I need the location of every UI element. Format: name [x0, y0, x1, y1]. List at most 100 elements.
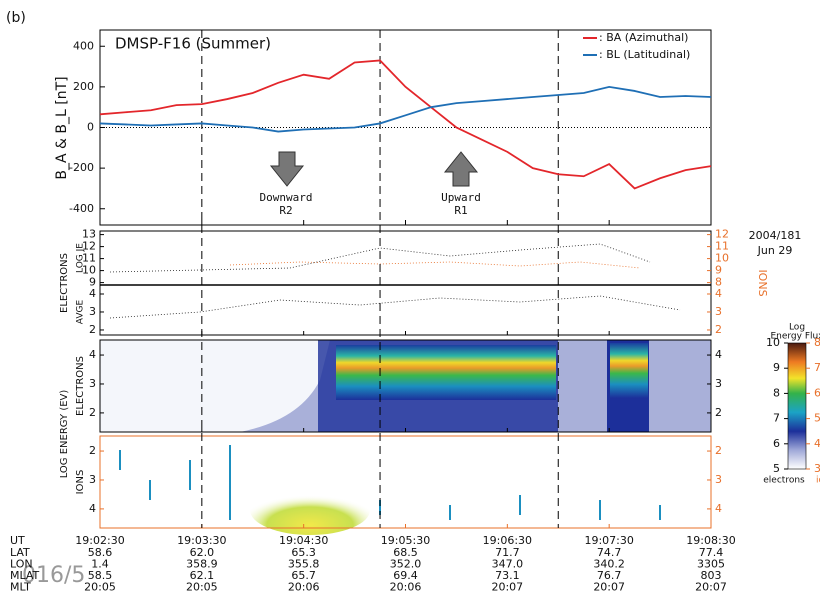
- y2-tick-label: 3: [715, 377, 722, 390]
- cell: 20:06: [288, 581, 320, 594]
- cell: 20:05: [84, 581, 116, 594]
- y-tick-label: -200: [69, 161, 94, 174]
- colorbar-tick-label: 5: [773, 462, 780, 475]
- legend-label: : BA (Azimuthal): [599, 31, 688, 44]
- row-label: LAT: [10, 546, 30, 559]
- y2-tick-label: 2: [715, 444, 722, 457]
- colorbar-title: Energy Flux: [770, 332, 820, 342]
- y2-tick-label: 12: [715, 228, 729, 241]
- spectrogram-bg: [100, 436, 711, 528]
- cell: 68.5: [393, 546, 418, 559]
- colorbar-label: electrons: [763, 476, 805, 486]
- y-axis-label: B_A & B_L [nT]: [54, 76, 70, 179]
- cell: 73.1: [495, 569, 520, 582]
- colorbar-tick-label: 7: [814, 361, 820, 374]
- y2-tick-label: 4: [715, 287, 722, 300]
- series-line: [99, 59, 712, 190]
- y-tick-label: 400: [73, 39, 94, 52]
- panel-title: ELECTRONS: [75, 356, 86, 416]
- colorbar-tick-label: 9: [773, 361, 780, 374]
- series-line: [99, 85, 712, 133]
- y-tick-label: 2: [89, 406, 96, 419]
- cell: 62.0: [190, 546, 215, 559]
- y-tick-label: 4: [89, 287, 96, 300]
- colorbar-tick-label: 7: [773, 412, 780, 425]
- panel-title: IONS: [75, 470, 86, 495]
- cell: 803: [701, 569, 722, 582]
- x-tick-label: 19:05:30: [381, 534, 430, 547]
- colorbar-tick-label: 3: [814, 462, 820, 475]
- cell: 65.7: [291, 569, 316, 582]
- chart-title: DMSP-F16 (Summer): [115, 35, 271, 53]
- cell: 20:07: [491, 581, 523, 594]
- annotation: R1: [454, 204, 467, 217]
- colorbar-tick-label: 8: [814, 336, 820, 349]
- row-label: LON: [10, 558, 33, 571]
- cell: 352.0: [390, 558, 422, 571]
- y-tick-label: 11: [82, 252, 96, 265]
- colorbar-tick-label: 4: [814, 437, 820, 450]
- x-tick-label: 19:08:30: [686, 534, 735, 547]
- cell: 58.6: [88, 546, 113, 559]
- arrow-up: [443, 151, 479, 187]
- axis-label: LOG ENERGY (EV): [59, 390, 70, 479]
- row-label: MLT: [10, 581, 31, 594]
- legend-label: : BL (Latitudinal): [599, 48, 690, 61]
- y-tick-label: 3: [89, 377, 96, 390]
- y2-tick-label: 8: [715, 276, 722, 289]
- panel-title: IONS: [756, 269, 769, 296]
- cell: 58.5: [88, 569, 113, 582]
- cell: 77.4: [699, 546, 724, 559]
- watermark: 016/5: [22, 563, 85, 588]
- cell: 20:07: [593, 581, 625, 594]
- y2-tick-label: 2: [715, 406, 722, 419]
- y2-tick-label: 3: [715, 473, 722, 486]
- axis-label: AVGE: [76, 299, 86, 324]
- x-tick-label: 19:04:30: [279, 534, 328, 547]
- texture: [610, 343, 648, 398]
- colorbar-tick-label: 10: [766, 336, 780, 349]
- x-tick-label: 19:03:30: [177, 534, 226, 547]
- cell: 3305: [697, 558, 725, 571]
- y2-tick-label: 9: [715, 264, 722, 277]
- colorbar: [787, 342, 807, 470]
- y2-tick-label: 2: [715, 323, 722, 336]
- y-tick-label: 200: [73, 80, 94, 93]
- panel-label: (b): [6, 10, 26, 26]
- cell: 65.3: [291, 546, 316, 559]
- y-tick-label: 4: [89, 348, 96, 361]
- y2-tick-label: 4: [715, 502, 722, 515]
- x-tick-label: 19:06:30: [483, 534, 532, 547]
- y-tick-label: 12: [82, 240, 96, 253]
- date: 2004/181: [749, 229, 802, 242]
- annotation: Downward: [260, 191, 313, 204]
- colorbar-tick-label: 5: [814, 412, 820, 425]
- y-tick-label: 2: [89, 444, 96, 457]
- y2-tick-label: 3: [715, 305, 722, 318]
- y-tick-label: 13: [82, 228, 96, 241]
- texture: [336, 345, 556, 400]
- y-tick-label: 2: [89, 323, 96, 336]
- colorbar-title: Log: [789, 323, 805, 333]
- texture: [250, 485, 370, 535]
- texture: [119, 445, 661, 520]
- date: Jun 29: [757, 244, 793, 257]
- y-tick-label: 4: [89, 502, 96, 515]
- cell: 74.7: [597, 546, 622, 559]
- cell: 347.0: [492, 558, 524, 571]
- colorbar-label: ions: [816, 476, 820, 486]
- y-tick-label: 9: [89, 276, 96, 289]
- texture: [109, 295, 681, 319]
- cell: 20:05: [186, 581, 218, 594]
- y-tick-label: 10: [82, 264, 96, 277]
- cell: 76.7: [597, 569, 622, 582]
- cell: 355.8: [288, 558, 320, 571]
- colorbar-tick-label: 6: [814, 386, 820, 399]
- x-tick-label: 19:07:30: [584, 534, 633, 547]
- y-tick-label: 0: [87, 121, 94, 134]
- colorbar-tick-label: 6: [773, 437, 780, 450]
- annotation: R2: [279, 204, 292, 217]
- panel-title: ELECTRONS: [59, 253, 70, 313]
- annotation: Upward: [441, 191, 481, 204]
